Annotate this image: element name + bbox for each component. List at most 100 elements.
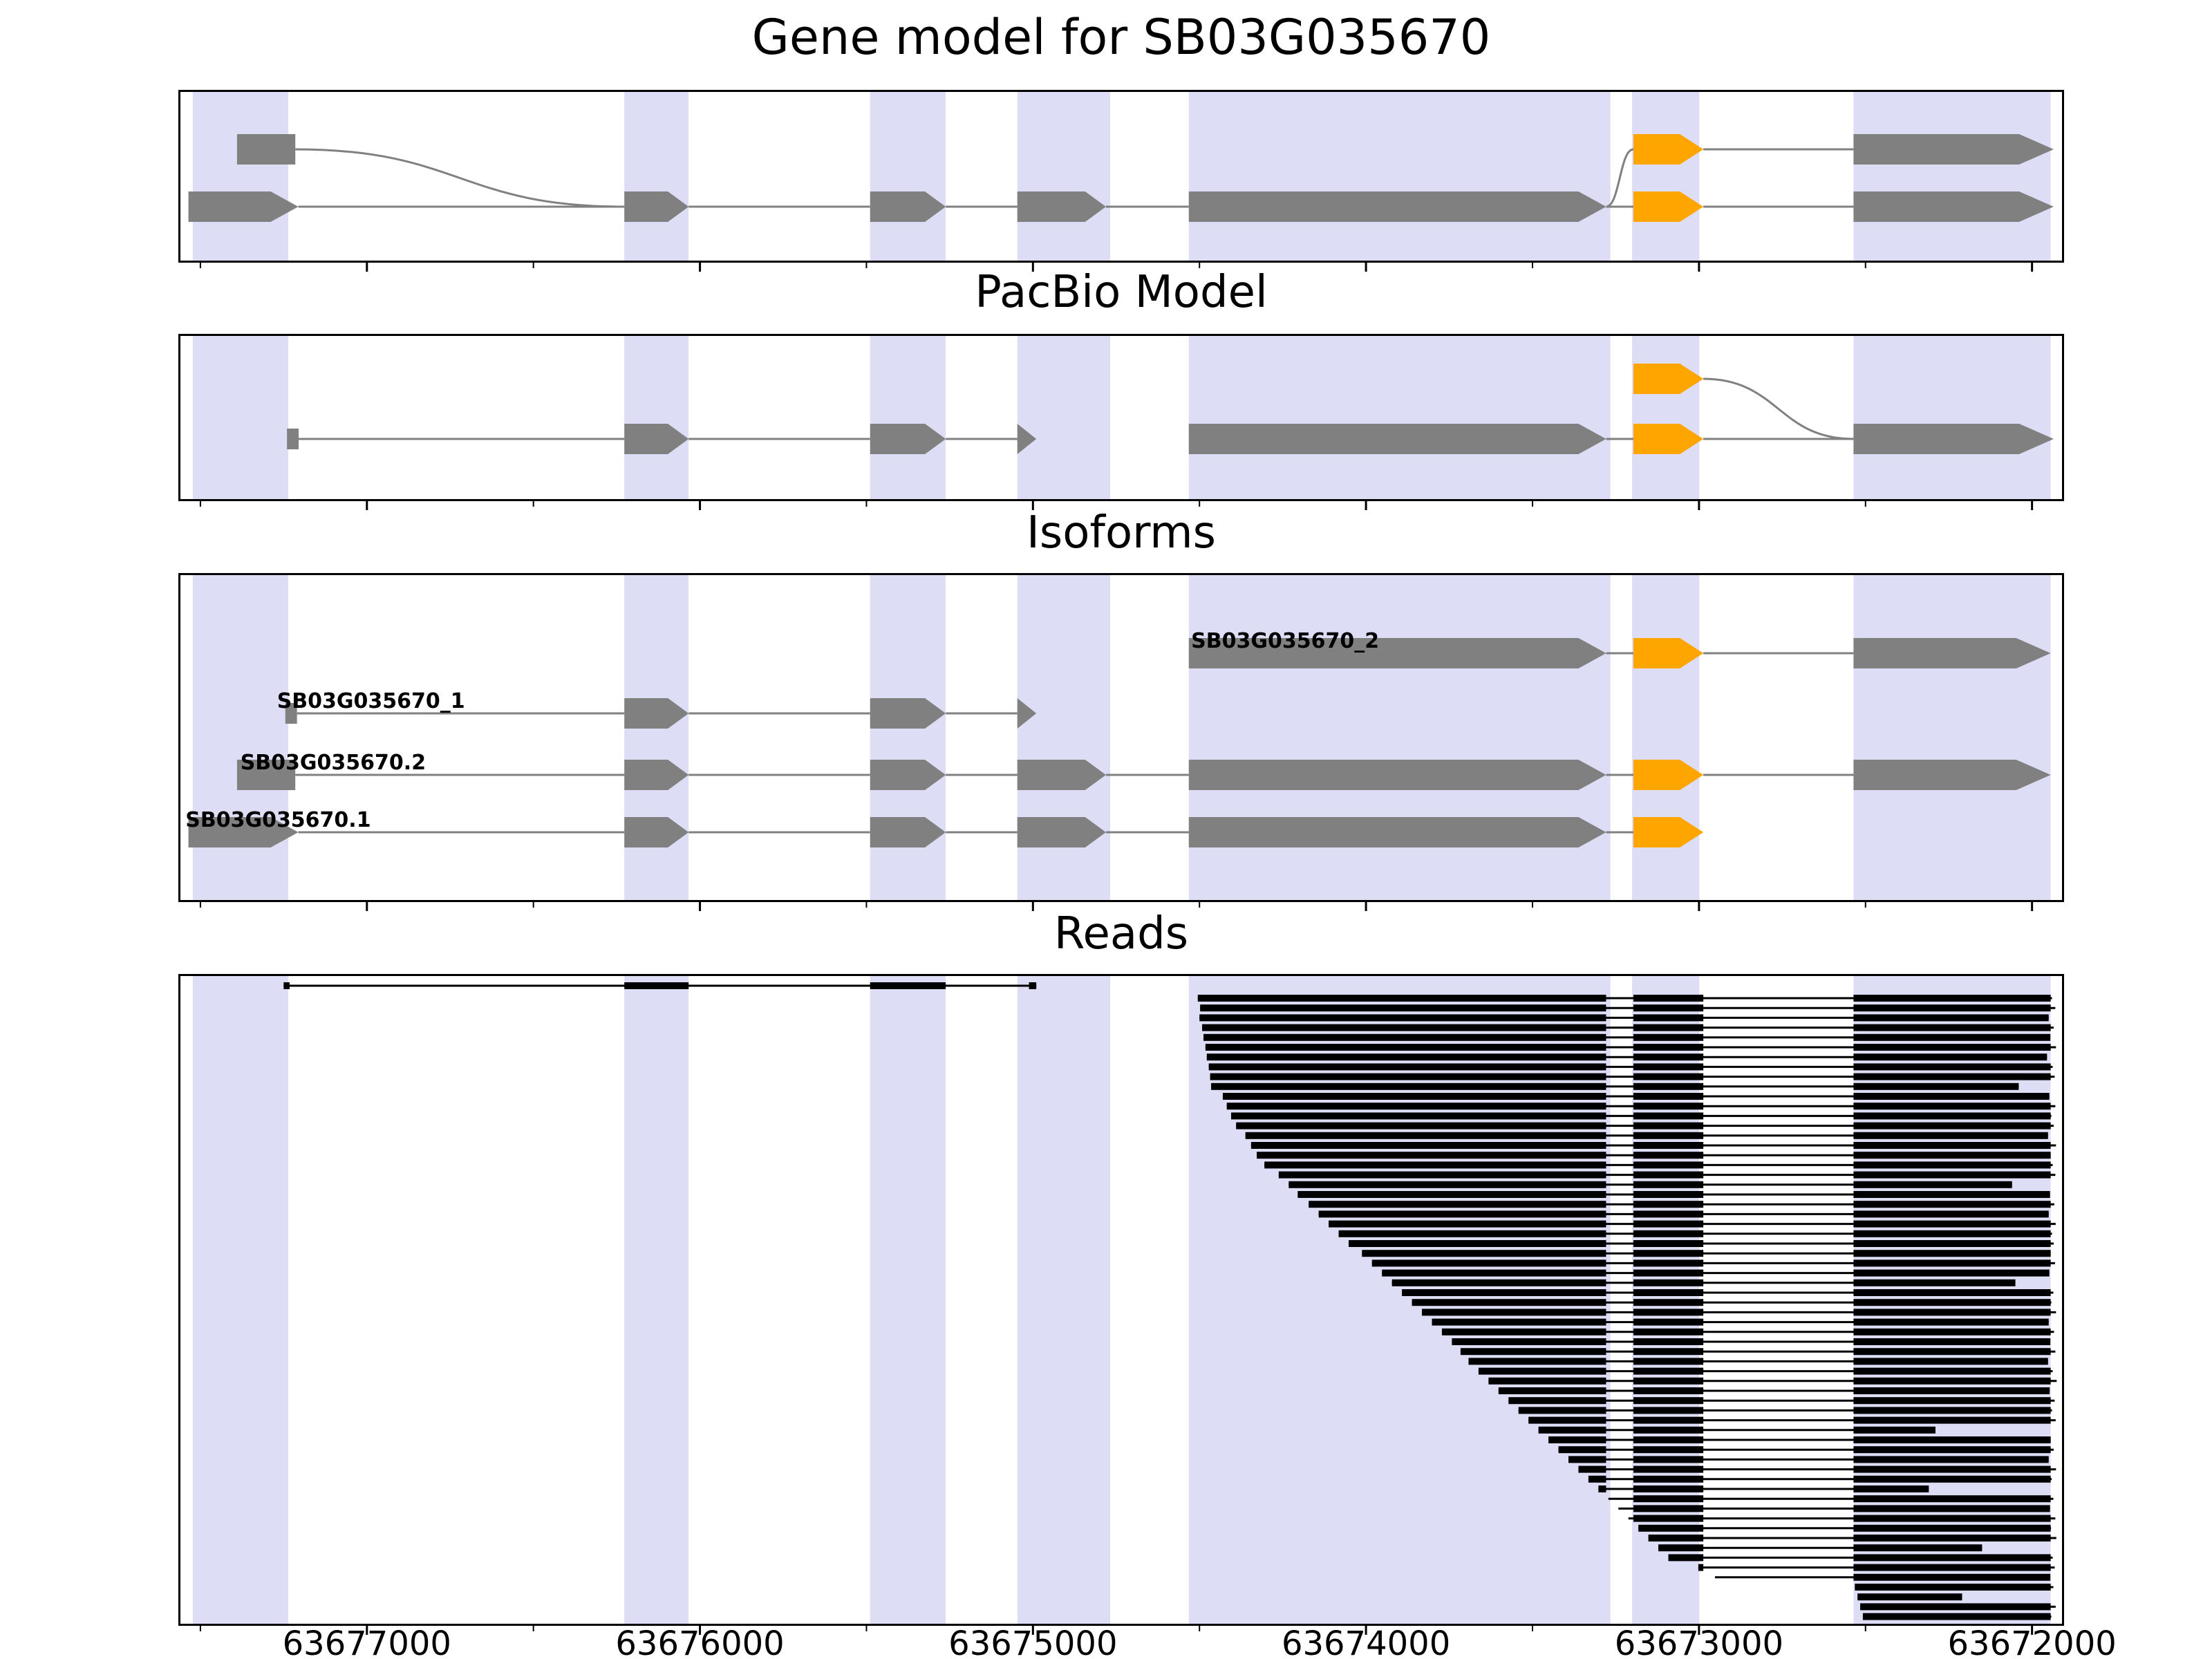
read-exon [1853,1063,2051,1071]
read-exon [1853,1073,2051,1080]
cds-exon-arrow [1633,760,1704,790]
x-axis-tick-label: 63672000 [1947,1624,2117,1659]
read-exon [1633,1387,1704,1394]
read-exon [1853,1348,2051,1356]
read-exon [1222,1093,1606,1100]
read-exon [1203,1033,1606,1041]
exon-highlight-band [1188,575,1611,900]
exon-box [236,760,296,790]
read-exon [1633,1053,1704,1061]
read-exon [1633,1407,1704,1414]
read-exon [1382,1269,1606,1277]
exon-arrow [1853,191,2054,222]
read-exon [1226,1103,1606,1110]
isoform-label: SB03G035670.1 [185,808,371,832]
exon-highlight-band [1017,575,1111,900]
exon-arrow [1853,134,2054,165]
exon-highlight-band [1632,92,1700,261]
read-exon [1633,1446,1704,1454]
read-exon [1853,1367,2051,1375]
read-exon [1568,1456,1606,1463]
read-exon [1853,1152,2051,1159]
isoform-label: SB03G035670_2 [1191,629,1379,653]
read-exon [1412,1299,1606,1306]
read-exon [1633,1161,1704,1169]
panel-pacbio-model [178,334,2064,501]
read-exon [1853,1416,2051,1424]
read-exon [1441,1328,1606,1335]
read-exon [1257,1152,1606,1159]
exon-highlight-band [1188,92,1611,261]
exon-arrow [1017,760,1106,790]
read-exon [1633,1377,1704,1385]
read-exon [1558,1446,1606,1454]
read-exon [1633,1201,1704,1208]
read-exon [283,982,290,989]
exon-highlight-band [870,92,946,261]
read-exon [1853,1387,2050,1394]
read-exon [1633,1495,1704,1503]
axis-ticks [199,501,2034,510]
read-exon [1200,1004,1606,1012]
read-exon [1853,1053,2047,1061]
read-exon [1633,1122,1704,1130]
exon-arrow [870,191,946,222]
read-exon [1288,1181,1606,1188]
read-exon [1853,1093,2050,1100]
read-exon [1633,1485,1704,1492]
read-exon [1598,1485,1606,1492]
exon-arrow [870,760,946,790]
exon-highlight-band [1853,336,2051,499]
intron-curve [295,148,625,208]
read-exon [1853,1112,2051,1120]
exon-arrow [1188,638,1606,668]
read-exon [1633,1093,1704,1100]
read-exon [1853,1515,2051,1522]
panel-reads [178,974,2064,1626]
exon-highlight-band [1853,575,2051,900]
axis-ticks [199,263,2034,272]
read-exon [1633,1250,1704,1257]
read-exon [1853,1122,2051,1130]
isoform-label: SB03G035670.2 [241,751,426,775]
exon-arrow [1188,191,1606,222]
read-exon [1853,1564,2051,1571]
read-exon [1633,1063,1704,1071]
read-exon [1853,1220,2051,1228]
read-exon [1205,1044,1606,1051]
read-exon [1538,1426,1606,1434]
read-exon [1853,1142,2051,1149]
read-exon [1633,1515,1704,1522]
read-exon [870,982,946,989]
read-exon [1853,1161,2051,1169]
read-exon [1853,1132,2048,1139]
read-exon [1853,1535,2051,1541]
read-exon [1668,1554,1704,1562]
read-exon [1633,1397,1704,1405]
read-exon [1853,1456,2049,1463]
read-exon [1488,1377,1606,1385]
read-exon [1578,1465,1606,1473]
exon-highlight-band [192,92,289,261]
read-exon [1853,1328,2051,1335]
read-exon [1853,1407,2051,1414]
cds-exon-arrow [1633,424,1704,454]
read-exon [1853,1024,2051,1031]
read-exon [1633,1171,1704,1179]
exon-arrow [188,817,299,847]
exon-arrow [188,191,299,222]
read-exon [1853,1014,2049,1022]
exon-arrow [870,698,946,729]
read-exon [1633,1416,1704,1424]
read-exon [1853,1377,2051,1385]
x-axis-tick-label: 63674000 [1281,1624,1451,1659]
read-exon [1206,1053,1606,1061]
read-exon [1853,1289,2051,1296]
x-axis-tick-label: 63676000 [615,1624,785,1659]
read-exon [1853,1269,2050,1277]
read-exon [1853,1044,2051,1051]
read-exon [1460,1348,1606,1356]
title-reads: Reads [1053,908,1189,959]
read-exon [1633,1191,1704,1198]
